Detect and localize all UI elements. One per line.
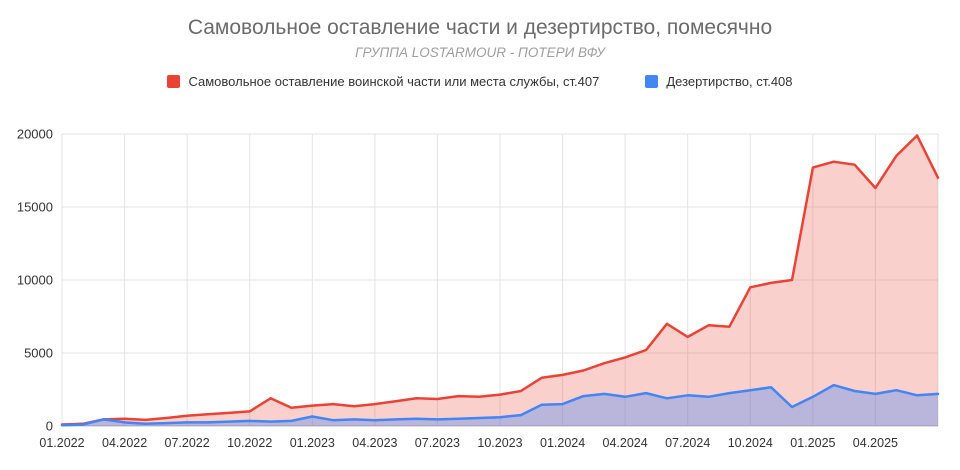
y-axis-tick-label: 5000 [24,346,53,361]
x-axis-tick-label: 07.2022 [165,436,210,450]
x-axis-tick-label: 10.2023 [477,436,522,450]
y-axis-tick-label: 0 [46,419,53,434]
chart-title: Самовольное оставление части и дезертирс… [187,16,773,39]
x-axis-tick-label: 01.2022 [39,436,84,450]
legend-item-st407[interactable]: Самовольное оставление воинской части ил… [167,74,599,89]
legend: Самовольное оставление воинской части ил… [0,74,960,89]
x-axis-tick-label: 07.2023 [415,436,460,450]
chart-subtitle: ГРУППА LOSTARMOUR - ПОТЕРИ ВФУ [355,45,605,60]
legend-swatch-st408-icon [645,75,659,88]
x-axis-tick-label: 04.2025 [853,436,898,450]
y-axis-tick-label: 20000 [17,127,53,142]
x-axis-tick-label: 04.2022 [102,436,147,450]
x-axis-tick-label: 04.2024 [603,436,648,450]
legend-swatch-st407-icon [167,75,181,88]
x-axis-tick-label: 10.2022 [227,436,272,450]
y-axis-tick-label: 15000 [17,200,53,215]
series-line-1 [60,383,940,427]
series-area-0 [62,135,938,426]
legend-item-st408[interactable]: Дезертирство, ст.408 [645,74,793,89]
legend-label-st408: Дезертирство, ст.408 [666,74,793,89]
x-axis-tick-label: 01.2023 [290,436,335,450]
x-axis-tick-label: 04.2023 [352,436,397,450]
x-axis-tick-label: 10.2024 [728,436,773,450]
series-line-0 [60,134,940,426]
x-axis-tick-label: 01.2024 [540,436,585,450]
legend-label-st407: Самовольное оставление воинской части ил… [188,74,600,89]
x-axis-tick-label: 07.2024 [665,436,710,450]
x-axis-tick-label: 01.2025 [790,436,835,450]
chart-canvas: 0 5000 10000 15000 20000 01.2022 04.2022 07.202… [17,127,940,450]
y-axis-tick-label: 10000 [17,273,53,288]
